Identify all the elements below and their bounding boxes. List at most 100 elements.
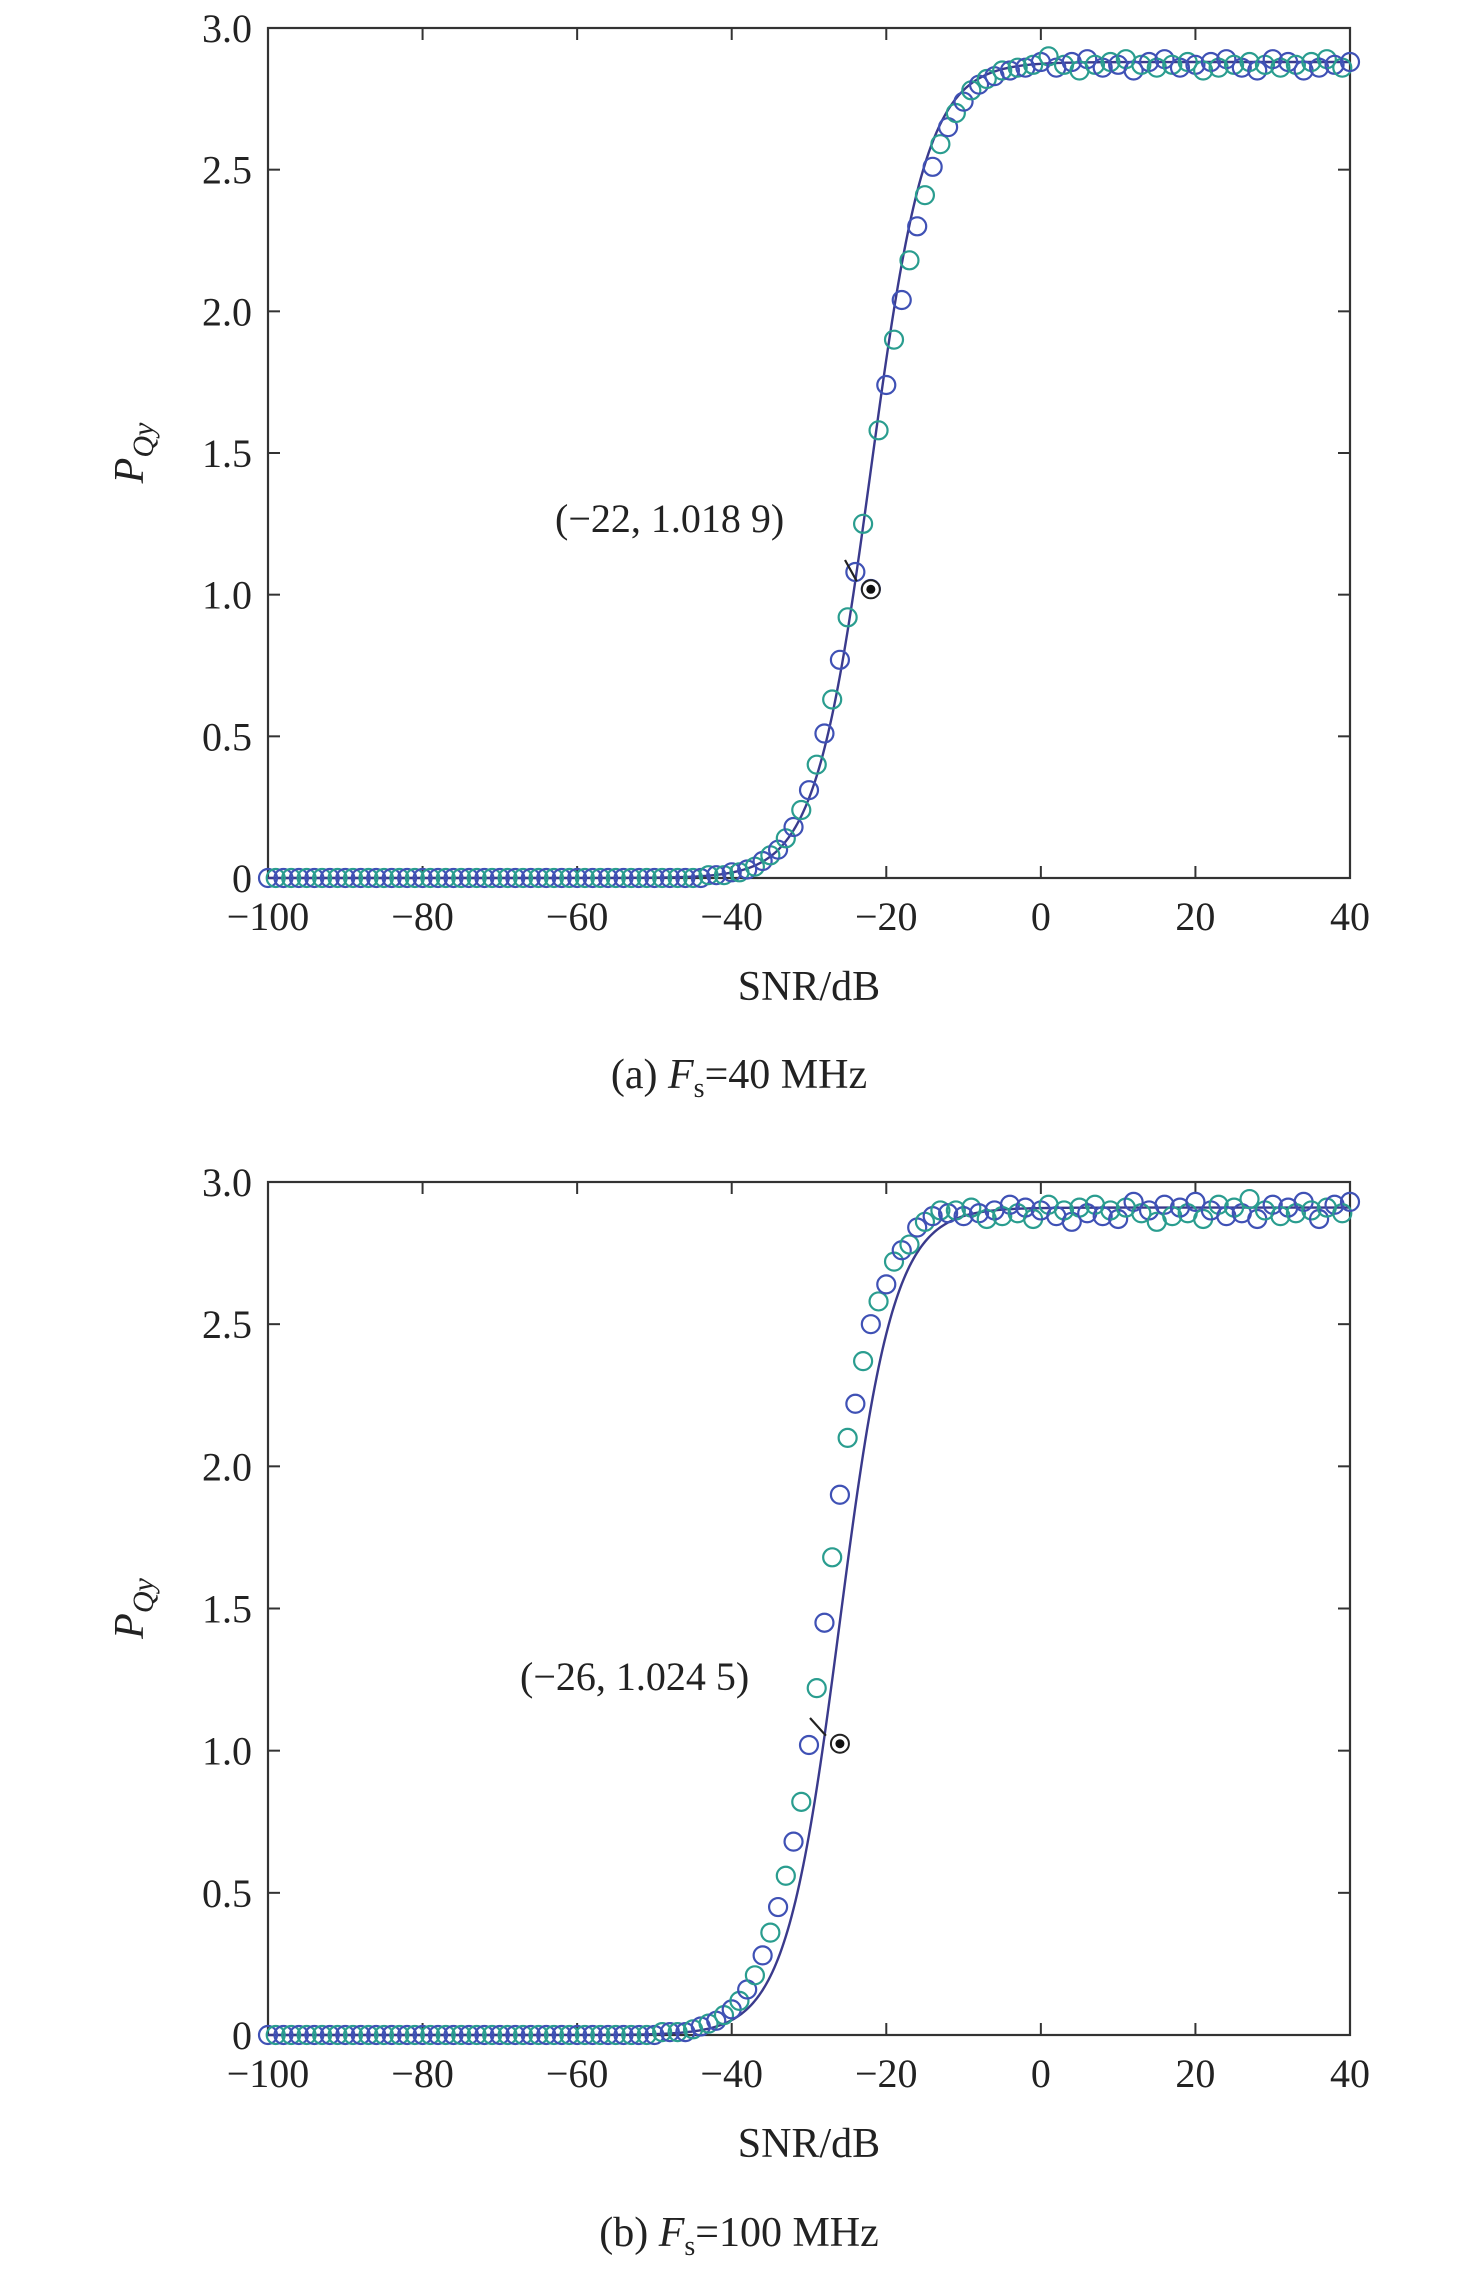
data-point	[628, 2024, 650, 2046]
data-point	[628, 867, 650, 889]
y-axis-title: PQy	[107, 422, 160, 484]
caption-prefix: (a)	[611, 1052, 668, 1098]
x-axis-title: SNR/dB	[738, 2121, 880, 2167]
data-point	[350, 867, 371, 889]
data-point	[296, 867, 317, 889]
data-point	[551, 867, 572, 889]
annotation-leader	[844, 559, 858, 582]
data-point	[273, 867, 294, 889]
y-tick-label: 1.0	[202, 573, 252, 618]
y-tick-label: 0.5	[202, 1871, 252, 1916]
data-point	[567, 2024, 588, 2046]
y-axis-title-sub: Qy	[127, 422, 160, 458]
data-point	[1239, 1188, 1260, 1210]
data-point	[482, 867, 503, 889]
data-point	[451, 867, 472, 889]
data-point	[613, 867, 634, 889]
data-point	[312, 2024, 333, 2046]
data-point	[327, 2024, 348, 2046]
data-point	[899, 1234, 920, 1255]
data-point	[574, 2024, 595, 2046]
data-point	[775, 1865, 796, 1886]
data-point	[852, 513, 874, 534]
data-point	[922, 156, 943, 177]
data-point	[860, 1314, 881, 1335]
plot-frame	[266, 26, 1352, 880]
data-point	[512, 867, 534, 889]
data-point	[350, 2024, 371, 2046]
data-point	[319, 867, 340, 889]
data-point	[427, 2024, 449, 2046]
data-point	[659, 867, 680, 889]
data-point	[822, 689, 843, 710]
data-point	[358, 2024, 379, 2046]
data-point	[327, 867, 348, 889]
x-tick-label: −40	[700, 2051, 763, 2096]
data-point	[520, 2024, 541, 2046]
caption-suffix: =100 MHz	[695, 2210, 879, 2256]
caption-prefix: (b)	[599, 2210, 658, 2256]
data-point	[559, 867, 580, 889]
panel-caption: (b) Fs=100 MHz	[599, 2210, 879, 2262]
data-point	[930, 134, 951, 155]
caption-subscript: s	[694, 1073, 705, 1104]
data-point	[412, 867, 433, 889]
data-point	[667, 867, 688, 889]
data-point	[543, 2024, 565, 2046]
data-point	[304, 867, 325, 889]
data-point	[281, 867, 302, 889]
x-tick-label: −100	[227, 894, 310, 939]
data-point	[791, 1791, 812, 1812]
chart-panel-a: −100 −80 −60 −40 −20 0 20 40 0 0.5 1.0 1.5 2.0 2.5 3.0…	[107, 6, 1370, 1104]
x-tick-label: 20	[1175, 894, 1215, 939]
y-axis-title: PQy	[107, 1577, 160, 1639]
x-tick-label: −20	[855, 894, 918, 939]
data-point	[721, 862, 742, 883]
annotation-leader	[809, 1717, 827, 1737]
data-point	[891, 289, 912, 311]
y-tick-label: 2.5	[202, 1302, 252, 1347]
y-axis-title-sub: Qy	[127, 1577, 160, 1613]
data-point	[1339, 51, 1361, 73]
fitted-curve	[268, 1206, 1350, 2037]
data-point	[366, 2024, 387, 2046]
data-point	[590, 867, 611, 889]
x-tick-label: −40	[700, 894, 763, 939]
data-point	[822, 1547, 843, 1568]
x-axis-title: SNR/dB	[738, 964, 880, 1010]
data-point	[636, 867, 657, 889]
data-point	[698, 865, 719, 886]
x-tick-label: 40	[1330, 894, 1370, 939]
data-point	[474, 867, 495, 889]
data-point	[420, 2024, 441, 2046]
y-axis-title-main: P	[107, 458, 153, 485]
data-point	[574, 867, 595, 889]
data-point	[366, 867, 387, 889]
data-point	[559, 2024, 580, 2046]
data-point	[845, 561, 866, 583]
x-tick-label: −60	[546, 894, 609, 939]
chart-panel-b: −100 −80 −60 −40 −20 0 20 40 0 0.5 1.0 1.5 2.0 2.5 3.0…	[107, 1160, 1370, 2262]
data-point	[281, 2024, 302, 2046]
y-tick-label: 0	[232, 2013, 252, 2058]
data-point	[868, 420, 889, 441]
y-tick-label: 2.5	[202, 148, 252, 193]
data-point	[876, 1274, 897, 1295]
data-point	[404, 867, 425, 889]
data-point	[482, 2024, 503, 2046]
data-point	[474, 2024, 495, 2046]
data-point	[567, 867, 588, 889]
data-point	[489, 867, 510, 889]
data-point	[296, 2024, 317, 2046]
data-point	[288, 867, 310, 889]
x-tick-label: −20	[855, 2051, 918, 2096]
data-point	[373, 2024, 395, 2046]
data-point	[257, 867, 279, 889]
data-point	[443, 867, 464, 889]
data-point	[528, 2024, 549, 2046]
data-point	[536, 2024, 557, 2046]
data-point	[265, 2024, 286, 2046]
data-point	[288, 2024, 310, 2046]
plot-frame	[266, 1180, 1352, 2037]
